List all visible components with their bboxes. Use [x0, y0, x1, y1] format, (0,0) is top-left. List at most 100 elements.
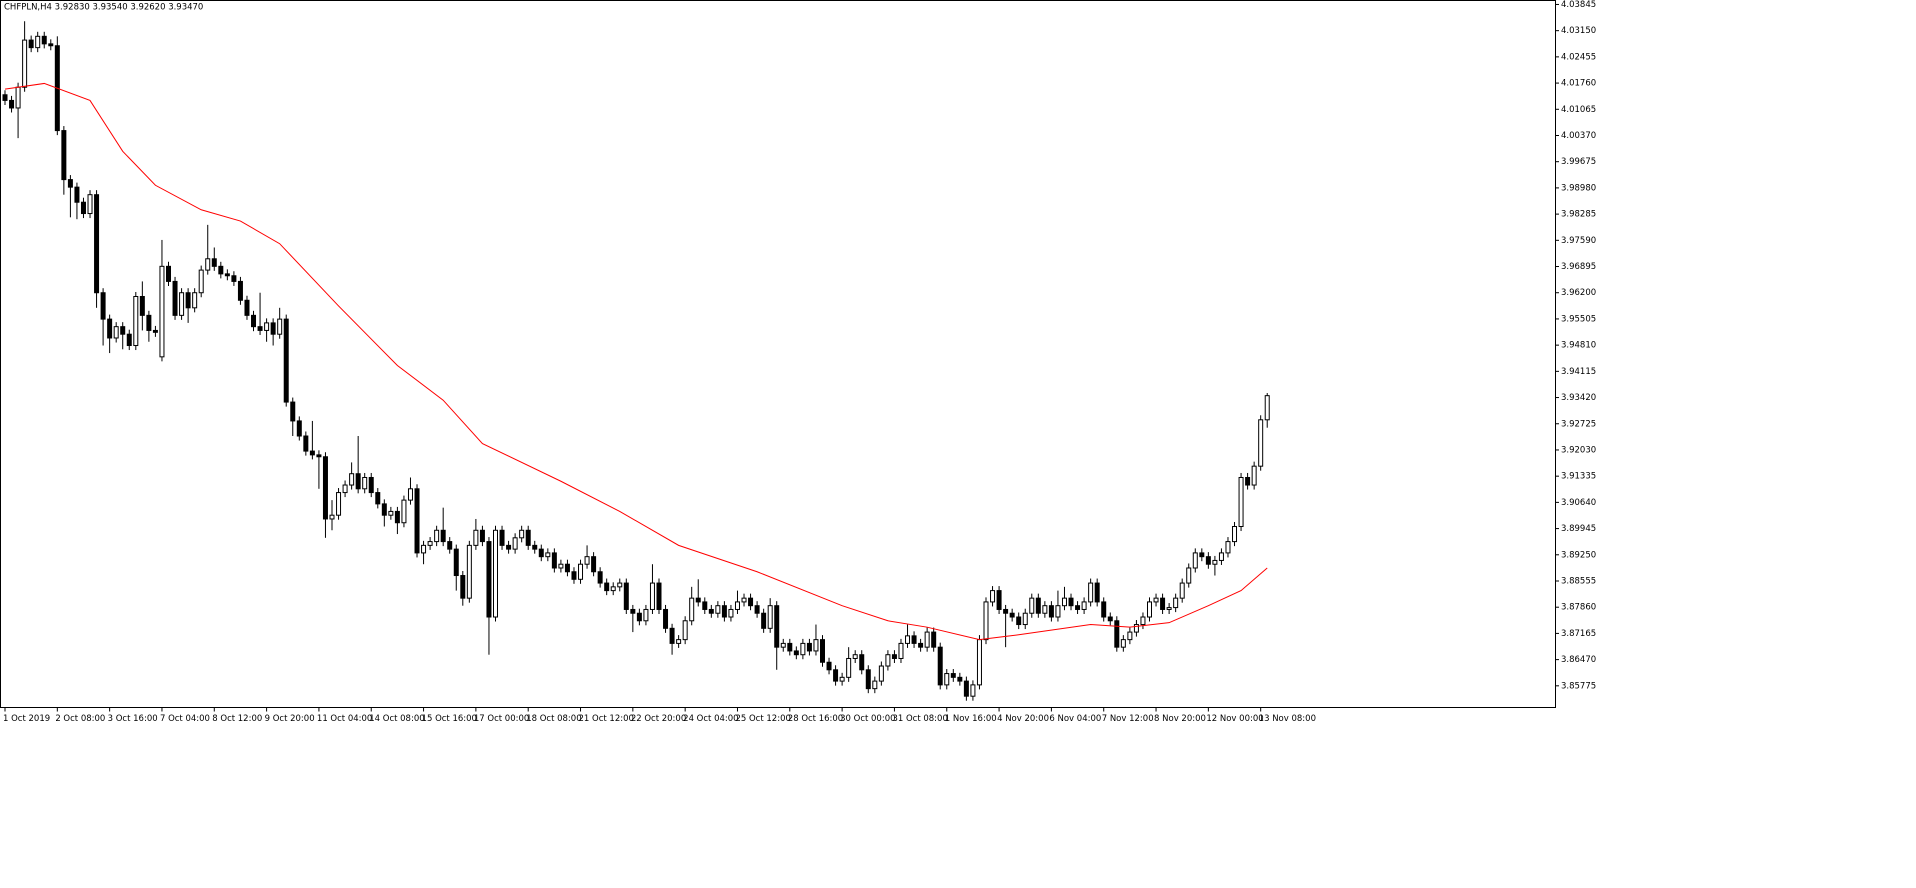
- candle-body: [336, 492, 342, 516]
- y-tick-label: 3.94115: [1561, 367, 1596, 377]
- candle-body: [512, 537, 518, 550]
- candle-body: [976, 639, 982, 686]
- candle-body: [453, 548, 459, 577]
- candle-body: [126, 333, 132, 347]
- y-tick-label: 3.87165: [1561, 629, 1596, 639]
- candle-body: [774, 605, 780, 648]
- candle-body: [133, 295, 139, 347]
- candle-body: [885, 654, 891, 667]
- candle-body: [264, 322, 270, 331]
- candle-body: [421, 544, 427, 554]
- x-tick-label: 1 Nov 16:00: [945, 714, 997, 724]
- candle-body: [584, 556, 590, 565]
- candle-body: [74, 186, 80, 203]
- candle-body: [682, 620, 688, 641]
- candle-body: [741, 597, 747, 603]
- candle-body: [198, 269, 204, 294]
- candle-body: [1140, 616, 1146, 626]
- x-tick-label: 24 Oct 04:00: [683, 714, 738, 724]
- x-tick-label: 25 Oct 12:00: [735, 714, 790, 724]
- candle-body: [87, 194, 93, 215]
- candle-body: [656, 582, 662, 610]
- x-tick-label: 8 Oct 12:00: [212, 714, 262, 724]
- candle-body: [1035, 597, 1041, 614]
- candle-body: [283, 318, 289, 403]
- candle-body: [1009, 612, 1015, 618]
- candle-body: [22, 39, 28, 88]
- candle-body: [820, 639, 825, 663]
- candle-body: [891, 654, 897, 659]
- candle-body: [296, 420, 302, 437]
- y-tick-label: 4.00370: [1561, 131, 1596, 141]
- x-tick-label: 1 Oct 2019: [3, 714, 50, 724]
- candle-body: [924, 631, 930, 648]
- candle-body: [185, 292, 191, 309]
- candle-body: [506, 544, 512, 550]
- candle-body: [120, 326, 126, 335]
- candle-body: [702, 601, 708, 610]
- candle-body: [166, 265, 171, 282]
- candle-body: [1042, 605, 1048, 614]
- candle-body: [1173, 597, 1179, 609]
- x-tick-label: 18 Oct 08:00: [526, 714, 581, 724]
- candle-body: [538, 548, 544, 558]
- candle-body: [1225, 541, 1231, 554]
- x-tick-label: 4 Nov 20:00: [997, 714, 1049, 724]
- candle-body: [1153, 597, 1159, 603]
- candle-body: [996, 590, 1002, 610]
- y-tick-label: 3.89945: [1561, 524, 1596, 534]
- candle-body: [172, 280, 178, 316]
- candle-body: [617, 582, 623, 588]
- candle-body: [525, 529, 531, 546]
- candle-body: [604, 582, 610, 592]
- candle-body: [1205, 556, 1211, 565]
- candle-body: [211, 258, 217, 267]
- candle-body: [270, 322, 276, 335]
- candle-body: [623, 582, 629, 610]
- candle-body: [826, 661, 832, 671]
- candle-body: [94, 194, 100, 294]
- candle-body: [944, 673, 950, 686]
- candle-body: [67, 179, 73, 188]
- candle-body: [218, 265, 224, 275]
- candle-body: [251, 314, 257, 328]
- candle-body: [1199, 552, 1205, 558]
- candle-body: [918, 642, 924, 648]
- candle-body: [1166, 607, 1172, 610]
- y-tick-label: 3.99675: [1561, 157, 1596, 167]
- candle-body: [473, 529, 479, 546]
- candle-body: [290, 401, 296, 422]
- y-tick-label: 4.01065: [1561, 105, 1596, 115]
- candle-body: [100, 292, 106, 320]
- candle-body: [1245, 476, 1251, 486]
- y-tick-label: 3.88555: [1561, 576, 1596, 586]
- candle-body: [1101, 601, 1107, 618]
- candle-body: [329, 514, 335, 520]
- candle-body: [2, 94, 8, 101]
- candle-body: [872, 680, 878, 690]
- candle-body: [407, 488, 413, 501]
- y-tick-label: 4.03150: [1561, 26, 1596, 36]
- candle-body: [1107, 616, 1113, 622]
- y-tick-label: 3.94810: [1561, 341, 1596, 351]
- candle-body: [833, 669, 839, 682]
- candle-body: [1055, 605, 1061, 618]
- candle-body: [179, 292, 185, 316]
- candle-body: [1048, 605, 1054, 618]
- x-tick-label: 12 Nov 00:00: [1206, 714, 1263, 724]
- candle-body: [1238, 476, 1244, 528]
- candle-body: [113, 326, 119, 339]
- candle-body: [107, 318, 113, 339]
- candle-body: [401, 499, 407, 524]
- candle-body: [1133, 624, 1139, 633]
- y-tick-label: 3.96200: [1561, 288, 1596, 298]
- candle-body: [1120, 639, 1126, 648]
- x-tick-label: 7 Oct 04:00: [160, 714, 210, 724]
- candle-body: [957, 676, 963, 682]
- plot-frame: [0, 0, 1556, 708]
- candle-body: [689, 597, 695, 622]
- candle-body: [806, 642, 812, 652]
- candle-body: [192, 292, 198, 309]
- y-tick-label: 4.03845: [1561, 0, 1596, 10]
- candle-body: [1147, 601, 1152, 618]
